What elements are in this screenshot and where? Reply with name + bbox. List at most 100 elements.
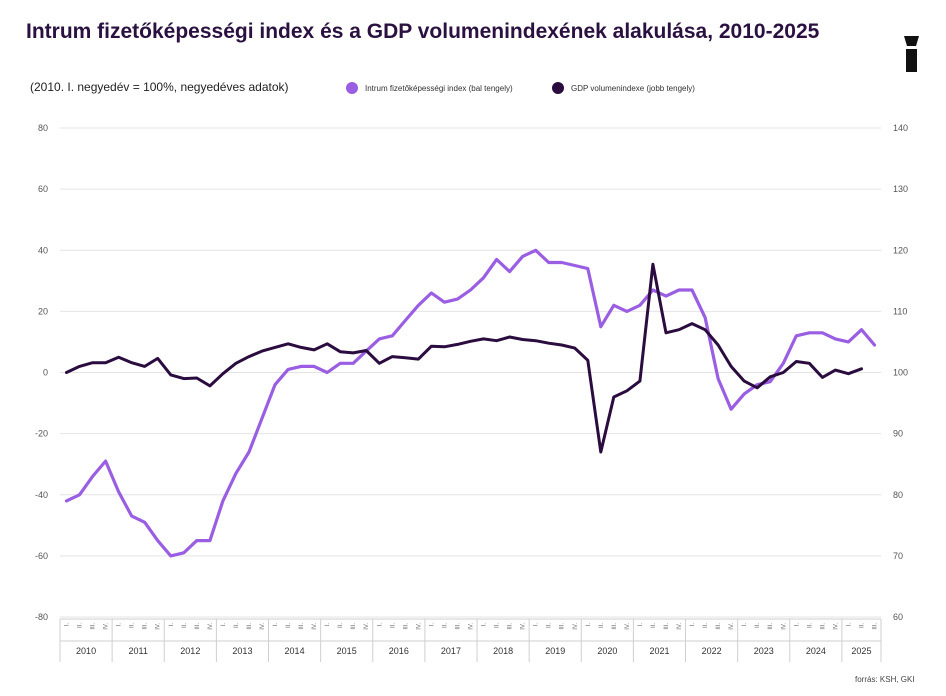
quarter-tick-label: III. xyxy=(716,623,722,630)
right-axis-tick-label: 140 xyxy=(893,123,908,133)
quarter-tick-label: I. xyxy=(742,623,748,627)
quarter-tick-label: II. xyxy=(495,623,501,628)
right-axis-tick-label: 120 xyxy=(893,245,908,255)
quarter-tick-label: I. xyxy=(325,623,331,627)
quarter-tick-label: I. xyxy=(794,623,800,627)
quarter-tick-label: IV. xyxy=(364,623,370,630)
quarter-tick-label: IV. xyxy=(521,623,527,630)
quarter-tick-label: IV. xyxy=(677,623,683,630)
quarter-tick-label: III. xyxy=(560,623,566,630)
year-tick-label: 2015 xyxy=(337,646,357,656)
quarter-tick-label: III. xyxy=(508,623,514,630)
quarter-tick-label: I. xyxy=(65,623,71,627)
quarter-tick-label: I. xyxy=(534,623,540,627)
legend-item-intrum: Intrum fizetőképességi index (bal tengel… xyxy=(346,82,513,94)
left-axis-tick-label: -80 xyxy=(35,612,48,622)
left-axis-tick-label: -40 xyxy=(35,490,48,500)
quarter-tick-label: III. xyxy=(403,623,409,630)
quarter-tick-label: I. xyxy=(638,623,644,627)
year-tick-label: 2019 xyxy=(545,646,565,656)
chart-title: Intrum fizetőképességi index és a GDP vo… xyxy=(26,20,820,43)
left-axis-tick-label: 20 xyxy=(38,306,48,316)
legend-marker-intrum xyxy=(346,82,358,94)
left-axis-tick-label: 0 xyxy=(43,368,48,378)
quarter-tick-label: III. xyxy=(455,623,461,630)
quarter-tick-label: IV. xyxy=(833,623,839,630)
source-note: forrás: KSH, GKI xyxy=(855,675,915,684)
quarter-tick-label: IV. xyxy=(469,623,475,630)
quarter-tick-label: II. xyxy=(547,623,553,628)
quarter-tick-label: I. xyxy=(846,623,852,627)
legend-item-gdp: GDP volumenindexe (jobb tengely) xyxy=(552,82,695,94)
quarter-tick-label: IV. xyxy=(208,623,214,630)
series-line-intrum xyxy=(64,248,877,558)
chart-gridlines xyxy=(60,127,881,618)
left-axis: 80 60 40 20 0 -20 -40 -60 -80 xyxy=(35,123,48,622)
quarter-tick-label: I. xyxy=(221,623,227,627)
quarter-tick-label: III. xyxy=(299,623,305,630)
quarter-tick-label: III. xyxy=(872,623,878,630)
quarter-tick-label: III. xyxy=(820,623,826,630)
year-tick-label: 2024 xyxy=(806,646,826,656)
left-axis-tick-label: 60 xyxy=(38,184,48,194)
quarter-tick-label: II. xyxy=(442,623,448,628)
year-tick-label: 2017 xyxy=(441,646,461,656)
quarter-tick-label: II. xyxy=(182,623,188,628)
quarter-tick-label: I. xyxy=(482,623,488,627)
left-axis-tick-label: 40 xyxy=(38,245,48,255)
quarter-tick-label: III. xyxy=(91,623,97,630)
year-tick-label: 2025 xyxy=(851,646,871,656)
quarter-tick-label: II. xyxy=(390,623,396,628)
quarter-tick-label: I. xyxy=(690,623,696,627)
year-tick-label: 2023 xyxy=(754,646,774,656)
quarter-tick-label: II. xyxy=(755,623,761,628)
right-axis: 140 130 120 110 100 90 80 70 60 xyxy=(893,123,908,622)
quarter-tick-label: II. xyxy=(130,623,136,628)
left-axis-tick-label: -20 xyxy=(35,429,48,439)
year-tick-label: 2016 xyxy=(389,646,409,656)
quarter-tick-label: II. xyxy=(859,623,865,628)
right-axis-tick-label: 100 xyxy=(893,368,908,378)
quarter-tick-label: III. xyxy=(247,623,253,630)
right-axis-tick-label: 90 xyxy=(893,429,903,439)
right-axis-tick-label: 130 xyxy=(893,184,908,194)
quarter-tick-label: I. xyxy=(117,623,123,627)
legend-label-gdp: GDP volumenindexe (jobb tengely) xyxy=(571,83,695,93)
year-tick-label: 2013 xyxy=(232,646,252,656)
quarter-tick-label: III. xyxy=(612,623,618,630)
quarter-tick-label: II. xyxy=(234,623,240,628)
left-axis-tick-label: -60 xyxy=(35,551,48,561)
year-tick-label: 2020 xyxy=(597,646,617,656)
quarter-tick-label: II. xyxy=(338,623,344,628)
quarter-tick-label: II. xyxy=(651,623,657,628)
quarter-tick-label: III. xyxy=(351,623,357,630)
left-axis-tick-label: 80 xyxy=(38,123,48,133)
quarter-tick-label: I. xyxy=(429,623,435,627)
quarter-tick-label: III. xyxy=(768,623,774,630)
quarter-tick-label: IV. xyxy=(260,623,266,630)
quarter-tick-label: IV. xyxy=(573,623,579,630)
quarter-tick-label: I. xyxy=(273,623,279,627)
right-axis-tick-label: 60 xyxy=(893,612,903,622)
quarter-tick-label: IV. xyxy=(416,623,422,630)
year-tick-label: 2011 xyxy=(129,646,148,656)
quarter-tick-label: IV. xyxy=(312,623,318,630)
quarter-tick-label: II. xyxy=(78,623,84,628)
quarter-tick-label: I. xyxy=(586,623,592,627)
year-tick-label: 2014 xyxy=(285,646,305,656)
year-tick-label: 2010 xyxy=(76,646,96,656)
quarter-tick-label: IV. xyxy=(729,623,735,630)
quarter-tick-label: II. xyxy=(599,623,605,628)
right-axis-tick-label: 80 xyxy=(893,490,903,500)
quarter-tick-label: IV. xyxy=(104,623,110,630)
quarter-tick-label: I. xyxy=(377,623,383,627)
quarter-tick-label: III. xyxy=(664,623,670,630)
quarter-tick-label: II. xyxy=(703,623,709,628)
year-tick-label: 2012 xyxy=(180,646,200,656)
quarter-tick-label: II. xyxy=(807,623,813,628)
i-logo-icon xyxy=(904,36,919,72)
right-axis-tick-label: 110 xyxy=(893,306,907,316)
year-tick-label: 2021 xyxy=(649,646,669,656)
legend-label-intrum: Intrum fizetőképességi index (bal tengel… xyxy=(365,83,513,93)
